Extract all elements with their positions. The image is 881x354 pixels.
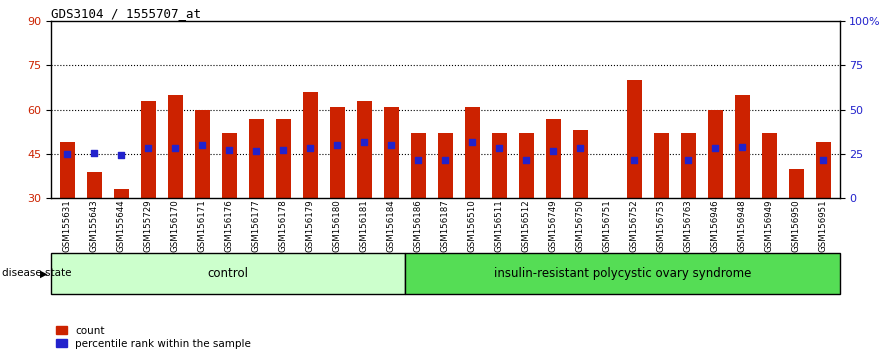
Text: GDS3104 / 1555707_at: GDS3104 / 1555707_at [51, 7, 201, 20]
Bar [114, 189, 129, 198]
Text: disease state: disease state [2, 268, 71, 279]
Point [115, 153, 129, 158]
Text: ▶: ▶ [41, 268, 48, 279]
Point [87, 150, 101, 155]
Bar [465, 107, 480, 198]
Bar [276, 119, 291, 198]
Bar [141, 101, 156, 198]
Bar [546, 119, 561, 198]
Bar [627, 80, 641, 198]
Point [358, 139, 372, 145]
Point [303, 145, 317, 151]
Point [465, 139, 479, 145]
Bar [708, 110, 722, 198]
Point [762, 210, 776, 216]
Point [411, 157, 426, 163]
Bar [735, 95, 750, 198]
Point [60, 151, 74, 157]
Point [141, 145, 155, 151]
Point [196, 142, 210, 148]
Bar [816, 142, 831, 198]
Point [277, 147, 291, 152]
Point [681, 157, 695, 163]
Text: insulin-resistant polycystic ovary syndrome: insulin-resistant polycystic ovary syndr… [493, 267, 751, 280]
Bar [411, 133, 426, 198]
Bar [249, 119, 263, 198]
Point [708, 145, 722, 151]
Point [655, 204, 669, 210]
Bar [405, 253, 840, 294]
Point [330, 142, 344, 148]
Bar [357, 101, 372, 198]
Bar [600, 198, 615, 249]
Bar [573, 130, 588, 198]
Bar [329, 107, 344, 198]
Bar [519, 133, 534, 198]
Bar [384, 107, 399, 198]
Bar [60, 142, 75, 198]
Point [627, 157, 641, 163]
Point [789, 216, 803, 222]
Bar [195, 110, 210, 198]
Point [546, 148, 560, 154]
Point [222, 147, 236, 152]
Point [168, 145, 182, 151]
Text: control: control [207, 267, 248, 280]
Point [736, 144, 750, 149]
Point [492, 145, 507, 151]
Bar [87, 172, 101, 198]
Bar [654, 133, 669, 198]
Point [600, 219, 614, 225]
Bar [492, 133, 507, 198]
Bar [762, 133, 777, 198]
Bar [438, 133, 453, 198]
Point [817, 157, 831, 163]
Bar [681, 133, 696, 198]
Point [439, 157, 453, 163]
Point [574, 145, 588, 151]
Point [384, 142, 398, 148]
Bar [303, 92, 318, 198]
Bar [168, 95, 182, 198]
Bar [789, 169, 803, 198]
Point [519, 157, 533, 163]
Legend: count, percentile rank within the sample: count, percentile rank within the sample [56, 326, 251, 349]
Bar [51, 253, 405, 294]
Bar [222, 133, 237, 198]
Point [249, 148, 263, 154]
